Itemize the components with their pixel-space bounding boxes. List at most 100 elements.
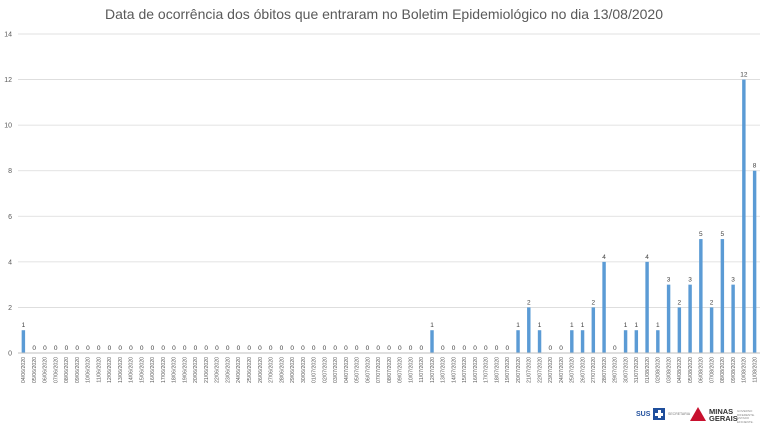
data-label: 0 xyxy=(441,345,445,352)
x-tick-label: 03/07/2020 xyxy=(333,357,339,383)
bar xyxy=(516,330,520,353)
data-label: 1 xyxy=(570,322,574,329)
bar xyxy=(688,284,692,353)
data-label: 0 xyxy=(140,345,144,352)
x-tick-label: 22/07/2020 xyxy=(537,357,543,383)
minas-gerais-subtitle: GOVERNO DIFERENTE. ESTADO EFICIENTE. xyxy=(737,409,755,424)
data-label: 0 xyxy=(258,345,262,352)
x-tick-label: 27/07/2020 xyxy=(591,357,597,383)
bar xyxy=(527,307,531,353)
x-tick-label: 16/07/2020 xyxy=(473,357,479,383)
data-label: 2 xyxy=(710,299,714,306)
x-tick-label: 08/08/2020 xyxy=(720,357,726,383)
data-label: 0 xyxy=(226,345,230,352)
y-axis-ticks: 0 2 4 6 8 10 12 14 xyxy=(4,32,12,358)
x-tick-label: 20/07/2020 xyxy=(516,357,522,383)
x-tick-label: 06/07/2020 xyxy=(365,357,371,383)
data-label: 1 xyxy=(538,322,542,329)
bar xyxy=(580,330,585,353)
x-tick-label: 04/06/2020 xyxy=(21,357,27,383)
bar xyxy=(537,330,542,353)
x-tick-label: 14/06/2020 xyxy=(129,357,135,383)
x-tick-label: 30/06/2020 xyxy=(301,357,307,383)
x-tick-label: 14/07/2020 xyxy=(451,357,457,383)
x-tick-label: 02/08/2020 xyxy=(656,357,662,383)
data-label: 5 xyxy=(721,231,725,238)
y-tick-label: 0 xyxy=(8,351,12,358)
data-label: 5 xyxy=(699,231,703,238)
x-tick-label: 22/06/2020 xyxy=(215,357,221,383)
data-label: 3 xyxy=(731,277,735,284)
bar xyxy=(731,284,735,353)
x-tick-label: 23/07/2020 xyxy=(548,357,554,383)
x-tick-label: 11/07/2020 xyxy=(419,357,425,383)
data-label: 0 xyxy=(75,345,79,352)
x-tick-label: 05/07/2020 xyxy=(355,357,361,383)
x-axis-ticks: 04/06/2020 05/06/2020 06/06/2020 07/06/2020… xyxy=(21,357,758,383)
data-label: 0 xyxy=(269,345,273,352)
data-label: 0 xyxy=(613,345,617,352)
x-tick-label: 24/06/2020 xyxy=(236,357,242,383)
x-tick-label: 05/06/2020 xyxy=(32,357,38,383)
data-label: 2 xyxy=(678,299,682,306)
minas-gerais-logo: MINAS GERAIS xyxy=(709,407,738,423)
x-tick-label: 30/07/2020 xyxy=(623,357,629,383)
x-tick-label: 07/07/2020 xyxy=(376,357,382,383)
data-label: 0 xyxy=(161,345,165,352)
data-labels: 10 0 0 0 0 0 0 0 0 0 0 0 0 0 0 0 0 0 0 0 0 0 0 0 0 0 0 0 0 0 0 0 0 0 0 0 010… xyxy=(22,72,757,352)
data-label: 1 xyxy=(516,322,520,329)
chart-title: Data de ocorrência dos óbitos que entrar… xyxy=(104,6,664,22)
x-tick-label: 13/07/2020 xyxy=(441,357,447,383)
x-tick-label: 23/06/2020 xyxy=(225,357,231,383)
minas-gerais-line-1: MINAS xyxy=(709,407,734,416)
x-tick-label: 21/07/2020 xyxy=(527,357,533,383)
data-label: 3 xyxy=(667,277,671,284)
x-tick-label: 26/06/2020 xyxy=(258,357,264,383)
x-tick-label: 04/08/2020 xyxy=(677,357,683,383)
x-tick-label: 11/08/2020 xyxy=(752,357,758,383)
bar xyxy=(21,330,26,353)
data-label: 0 xyxy=(54,345,58,352)
data-label: 0 xyxy=(355,345,359,352)
bar xyxy=(430,330,434,353)
gridlines xyxy=(18,33,760,308)
data-label: 0 xyxy=(32,345,36,352)
x-tick-label: 26/07/2020 xyxy=(580,357,586,383)
data-label: 1 xyxy=(624,322,628,329)
data-label: 0 xyxy=(505,345,509,352)
x-tick-label: 28/06/2020 xyxy=(279,357,285,383)
x-tick-label: 08/07/2020 xyxy=(387,357,393,383)
y-tick-label: 6 xyxy=(8,214,12,221)
data-label: 0 xyxy=(172,345,176,352)
x-tick-label: 04/07/2020 xyxy=(344,357,350,383)
data-label: 0 xyxy=(108,345,112,352)
x-tick-label: 11/06/2020 xyxy=(96,357,102,383)
x-tick-label: 10/07/2020 xyxy=(408,357,414,383)
x-tick-label: 29/07/2020 xyxy=(613,357,619,383)
x-tick-label: 21/06/2020 xyxy=(204,357,210,383)
data-label: 2 xyxy=(527,299,531,306)
data-label: 0 xyxy=(215,345,219,352)
x-tick-label: 28/07/2020 xyxy=(602,357,608,383)
x-tick-label: 09/07/2020 xyxy=(398,357,404,383)
data-label: 0 xyxy=(495,345,499,352)
y-tick-label: 8 xyxy=(8,168,12,175)
data-label: 4 xyxy=(602,254,606,261)
y-tick-label: 10 xyxy=(4,123,12,130)
x-tick-label: 12/07/2020 xyxy=(430,357,436,383)
sus-logo: SUS xyxy=(636,411,651,418)
x-tick-label: 05/08/2020 xyxy=(688,357,694,383)
data-label: 0 xyxy=(484,345,488,352)
data-label: 0 xyxy=(129,345,133,352)
x-tick-label: 17/06/2020 xyxy=(161,357,167,383)
x-tick-label: 12/06/2020 xyxy=(107,357,113,383)
bar xyxy=(656,330,660,353)
bar xyxy=(623,330,628,353)
bars xyxy=(21,79,757,354)
bar xyxy=(666,284,671,353)
minas-gerais-triangle-icon xyxy=(690,407,706,421)
minas-gerais-line-2: GERAIS xyxy=(709,414,738,423)
x-tick-label: 10/06/2020 xyxy=(86,357,92,383)
x-tick-label: 31/07/2020 xyxy=(634,357,640,383)
